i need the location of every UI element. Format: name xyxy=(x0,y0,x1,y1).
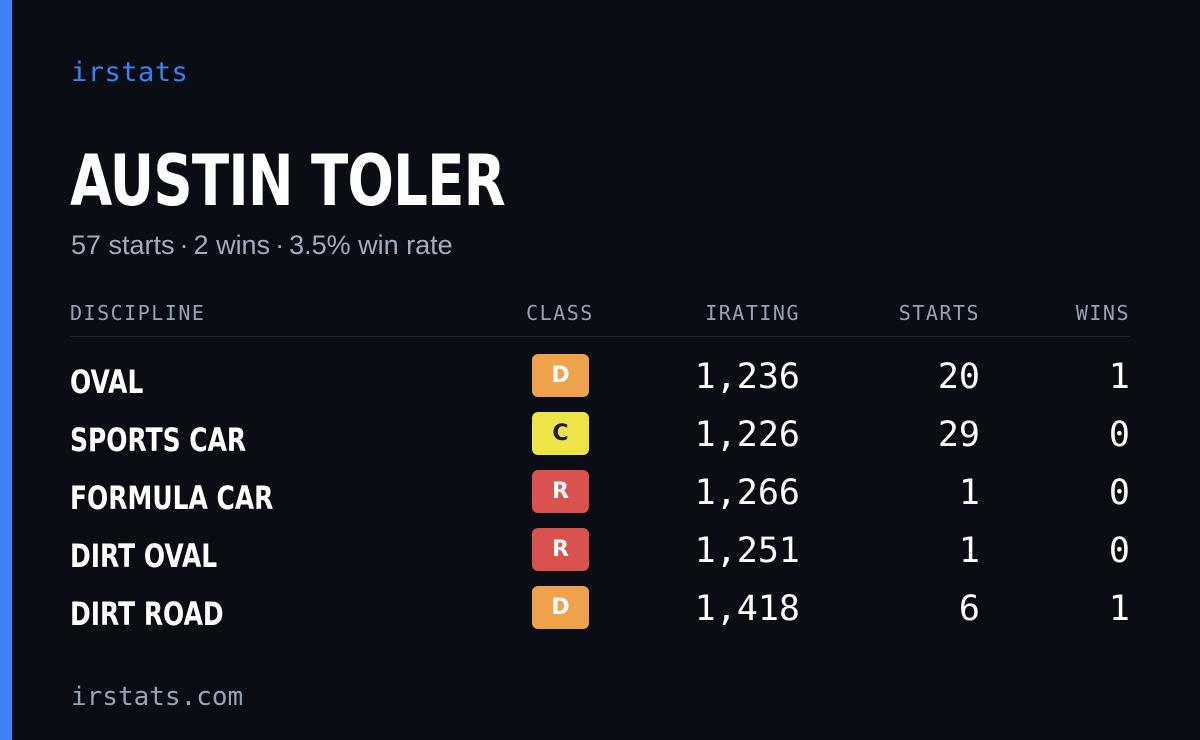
table-row: FORMULA CAR R 1,266 1 0 xyxy=(70,470,1130,528)
starts-value: 1 xyxy=(958,473,980,513)
header-wins: WINS xyxy=(1075,301,1130,325)
class-cell: R xyxy=(532,528,589,571)
footer-url: irstats.com xyxy=(71,682,244,712)
summary-separator: · xyxy=(275,230,285,260)
stats-table: DISCIPLINE CLASS IRATING STARTS WINS OVA… xyxy=(70,294,1130,644)
class-cell: D xyxy=(532,354,589,397)
irating-value: 1,418 xyxy=(694,589,800,629)
discipline-name: DIRT OVAL xyxy=(70,537,218,575)
class-badge: R xyxy=(532,528,589,571)
class-cell: D xyxy=(532,586,589,629)
discipline-name: DIRT ROAD xyxy=(70,595,224,633)
table-row: OVAL D 1,236 20 1 xyxy=(70,354,1130,412)
irating-value: 1,251 xyxy=(694,531,800,571)
header-starts: STARTS xyxy=(898,301,980,325)
summary-win-rate: 3.5% win rate xyxy=(289,230,453,260)
table-body: OVAL D 1,236 20 1 SPORTS CAR C 1,226 29 … xyxy=(70,354,1130,644)
summary-separator: · xyxy=(179,230,189,260)
brand-logo: irstats xyxy=(71,57,189,88)
starts-value: 6 xyxy=(958,589,980,629)
class-cell: C xyxy=(532,412,589,455)
discipline-name: FORMULA CAR xyxy=(70,479,274,517)
discipline-name: OVAL xyxy=(70,363,144,401)
table-header: DISCIPLINE CLASS IRATING STARTS WINS xyxy=(70,294,1130,337)
irating-value: 1,236 xyxy=(694,357,800,397)
accent-bar xyxy=(0,0,12,740)
class-badge: C xyxy=(532,412,589,455)
driver-summary: 57 starts · 2 wins · 3.5% win rate xyxy=(71,228,453,262)
summary-wins: 2 wins xyxy=(193,230,271,260)
class-cell: R xyxy=(532,470,589,513)
table-row: DIRT ROAD D 1,418 6 1 xyxy=(70,586,1130,644)
wins-value: 1 xyxy=(1108,357,1130,397)
wins-value: 0 xyxy=(1108,473,1130,513)
table-row: DIRT OVAL R 1,251 1 0 xyxy=(70,528,1130,586)
header-irating: IRATING xyxy=(705,301,800,325)
wins-value: 0 xyxy=(1108,415,1130,455)
irating-value: 1,266 xyxy=(694,473,800,513)
summary-starts: 57 starts xyxy=(71,230,175,260)
header-class: CLASS xyxy=(526,301,594,325)
discipline-name: SPORTS CAR xyxy=(70,421,247,459)
wins-value: 0 xyxy=(1108,531,1130,571)
irating-value: 1,226 xyxy=(694,415,800,455)
wins-value: 1 xyxy=(1108,589,1130,629)
starts-value: 1 xyxy=(958,531,980,571)
starts-value: 29 xyxy=(937,415,980,455)
class-badge: R xyxy=(532,470,589,513)
driver-name: AUSTIN TOLER xyxy=(70,140,506,222)
header-discipline: DISCIPLINE xyxy=(70,301,206,325)
starts-value: 20 xyxy=(937,357,980,397)
class-badge: D xyxy=(532,586,589,629)
class-badge: D xyxy=(532,354,589,397)
table-row: SPORTS CAR C 1,226 29 0 xyxy=(70,412,1130,470)
